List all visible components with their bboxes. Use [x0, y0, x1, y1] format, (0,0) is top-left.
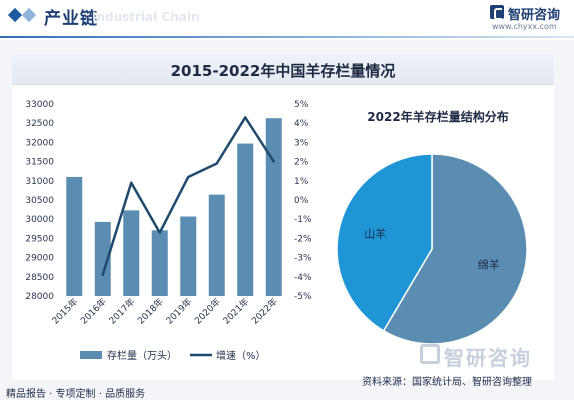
- growth-rate-point: [272, 160, 275, 163]
- x-tick-label: 2021年: [220, 296, 251, 327]
- legend-swatch-bar: [80, 351, 102, 359]
- growth-rate-point: [215, 162, 218, 165]
- y-tick-label-left: 30000: [25, 215, 54, 225]
- x-tick-label: 2017年: [106, 296, 137, 327]
- y-tick-label-left: 29500: [25, 234, 54, 244]
- y-tick-label-left: 32500: [25, 119, 54, 129]
- watermark-logo-icon: [420, 344, 440, 364]
- y-tick-label-right: 3%: [294, 138, 309, 148]
- pie-slice-label: 绵羊: [478, 258, 500, 272]
- section-title: 产业链: [44, 9, 98, 29]
- y-tick-label-right: -2%: [294, 234, 312, 244]
- y-tick-label-left: 30500: [25, 196, 54, 206]
- x-tick-label: 2018年: [135, 296, 166, 327]
- growth-rate-point: [130, 181, 133, 184]
- brand-logo-icon: [490, 5, 504, 20]
- x-tick-label: 2019年: [163, 296, 194, 327]
- header-divider: [0, 36, 574, 38]
- main-chart-title: 2015-2022年中国羊存栏量情况: [170, 62, 396, 80]
- header-bar: 产业链 Industrial Chain 智研咨询 www.chyxx.com: [0, 0, 574, 40]
- bar: [180, 216, 197, 296]
- pie-slice-label: 山羊: [364, 226, 386, 240]
- bar: [94, 221, 111, 296]
- growth-rate-point: [187, 175, 190, 179]
- y-tick-label-right: 2%: [294, 158, 309, 168]
- growth-rate-point: [101, 273, 104, 277]
- bar: [151, 230, 168, 296]
- y-tick-label-left: 32000: [25, 138, 54, 148]
- bar: [208, 194, 225, 296]
- bar: [265, 118, 282, 296]
- brand-url: www.chyxx.com: [492, 22, 557, 31]
- pie-chart-title: 2022年羊存栏量结构分布: [367, 110, 509, 124]
- legend-label-bar: 存栏量（万头）: [107, 349, 177, 362]
- y-tick-label-right: 0%: [294, 196, 309, 206]
- growth-rate-point: [244, 116, 247, 119]
- y-tick-label-right: 4%: [294, 119, 309, 129]
- watermark-brand: 智研咨询: [444, 346, 532, 370]
- y-tick-label-right: 5%: [294, 100, 309, 110]
- y-tick-label-right: -4%: [294, 273, 312, 283]
- y-tick-label-right: -5%: [294, 292, 312, 302]
- y-tick-label-right: 1%: [294, 177, 309, 187]
- y-tick-label-left: 31000: [25, 177, 54, 187]
- bar: [237, 143, 254, 296]
- bar: [123, 210, 140, 296]
- growth-rate-point: [158, 231, 161, 234]
- bar: [66, 176, 83, 296]
- y-tick-label-left: 33000: [25, 100, 54, 110]
- legend-label-line: 增速（%）: [216, 349, 266, 362]
- x-tick-label: 2016年: [78, 296, 109, 327]
- section-watermark: Industrial Chain: [92, 10, 200, 24]
- y-tick-label-left: 31500: [25, 158, 54, 168]
- footer-tagline: 精品报告 · 专项定制 · 品质服务: [6, 389, 146, 400]
- y-tick-label-right: -1%: [294, 215, 312, 225]
- pie-slice: [382, 153, 528, 345]
- data-source: 资料来源：国家统计局、智研咨询整理: [362, 377, 532, 388]
- x-tick-label: 2020年: [192, 296, 223, 327]
- y-tick-label-left: 28500: [25, 273, 54, 283]
- brand-name: 智研咨询: [508, 8, 561, 23]
- y-tick-label-left: 28000: [25, 292, 54, 302]
- y-tick-label-left: 29000: [25, 254, 54, 264]
- y-tick-label-right: -3%: [294, 254, 312, 264]
- main-title-banner: 2015-2022年中国羊存栏量情况: [12, 54, 554, 85]
- x-tick-label: 2022年: [249, 296, 280, 327]
- pie-slice: [336, 153, 433, 332]
